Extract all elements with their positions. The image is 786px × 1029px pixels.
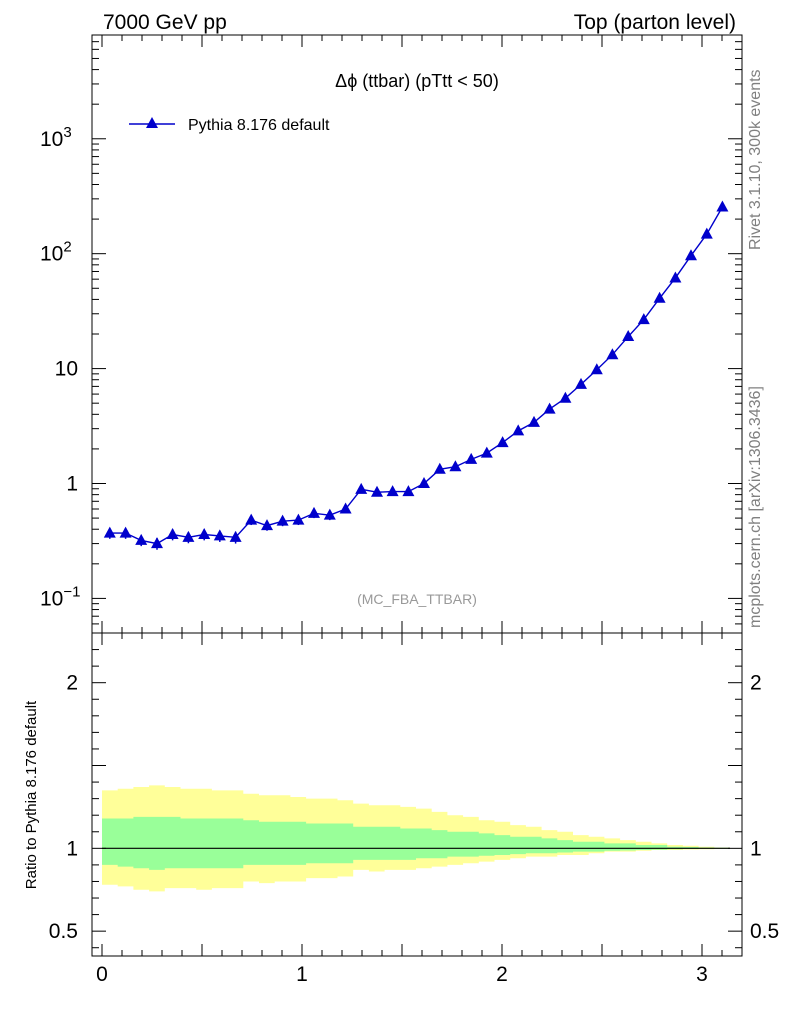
data-point	[449, 460, 462, 472]
x-tick-label: 1	[296, 963, 308, 986]
y-tick-label: 1	[66, 837, 78, 860]
x-tick-label: 2	[496, 963, 508, 986]
uncertainty-band-green	[102, 816, 730, 870]
analysis-watermark: (MC_FBA_TTBAR)	[357, 591, 477, 607]
data-point	[261, 519, 273, 531]
data-point	[465, 452, 478, 464]
data-point	[135, 533, 148, 545]
data-point	[323, 508, 336, 520]
y-tick-label-right: 0.5	[750, 920, 779, 943]
data-point	[166, 527, 179, 539]
data-point	[622, 330, 635, 342]
data-point	[292, 513, 305, 525]
y-tick-label: 1	[66, 473, 78, 496]
y-tick-label-right: 2	[750, 672, 762, 695]
y-tick-label: 2	[66, 672, 78, 695]
main-panel: Δϕ (ttbar) (pTtt < 50) (MC_FBA_TTBAR) 10…	[40, 34, 743, 634]
rivet-version-label: Rivet 3.1.10, 300k events	[747, 69, 764, 250]
data-point	[198, 527, 211, 539]
data-point	[575, 377, 587, 389]
x-tick-label: 0	[96, 963, 108, 986]
ratio-frame	[91, 632, 743, 957]
ratio-axes: 0 1 2 3 0.5 0.5 1 1 2 2	[49, 633, 779, 986]
data-point	[559, 391, 572, 403]
data-point	[151, 537, 163, 549]
data-point	[480, 446, 493, 458]
y-tick-label: 10	[55, 358, 78, 381]
mcplots-label: mcplots.cern.ch [arXiv:1306.3436]	[747, 386, 764, 628]
plot-title: Δϕ (ttbar) (pTtt < 50)	[335, 71, 499, 91]
legend-marker	[146, 117, 158, 128]
x-tick-label: 3	[696, 963, 708, 986]
legend-label: Pythia 8.176 default	[188, 117, 330, 134]
ratio-bands	[102, 785, 730, 892]
data-point	[308, 506, 320, 518]
data-point	[512, 424, 525, 436]
data-point	[182, 530, 195, 542]
data-point	[700, 227, 713, 239]
data-point	[386, 485, 399, 497]
y-tick-label: 10−1	[40, 583, 80, 610]
data-point	[590, 363, 603, 375]
legend: Pythia 8.176 default	[129, 117, 330, 134]
data-point	[245, 513, 258, 525]
data-point	[669, 271, 682, 283]
data-point	[339, 502, 352, 514]
y-tick-label: 102	[40, 239, 72, 266]
series-line	[109, 206, 724, 545]
data-point	[496, 436, 509, 448]
data-point	[355, 482, 368, 494]
data-point	[543, 402, 556, 414]
data-point	[528, 415, 540, 427]
data-point	[402, 485, 415, 497]
data-point	[606, 348, 619, 360]
data-point	[276, 514, 289, 526]
data-point	[637, 313, 650, 325]
data-point	[103, 526, 116, 538]
data-point	[229, 530, 242, 542]
pythia-series	[103, 200, 729, 550]
data-point	[119, 526, 132, 538]
energy-label: 7000 GeV pp	[103, 11, 227, 34]
main-y-axis: 10−1 1 10 102 103	[40, 34, 743, 634]
data-point	[418, 477, 430, 488]
data-point	[433, 462, 446, 474]
y-tick-label: 103	[40, 124, 72, 151]
data-point	[685, 249, 697, 261]
y-tick-label-right: 1	[750, 837, 762, 860]
data-point	[653, 291, 666, 303]
ratio-y-label: Ratio to Pythia 8.176 default	[23, 700, 40, 889]
data-point	[371, 485, 383, 497]
data-point	[716, 200, 729, 212]
ratio-panel: 0 1 2 3 0.5 0.5 1 1 2 2 Ratio to Pythia 8.176 def…	[23, 632, 779, 986]
process-label: Top (parton level)	[574, 11, 736, 34]
y-tick-label: 0.5	[49, 920, 78, 943]
data-point	[213, 529, 226, 541]
